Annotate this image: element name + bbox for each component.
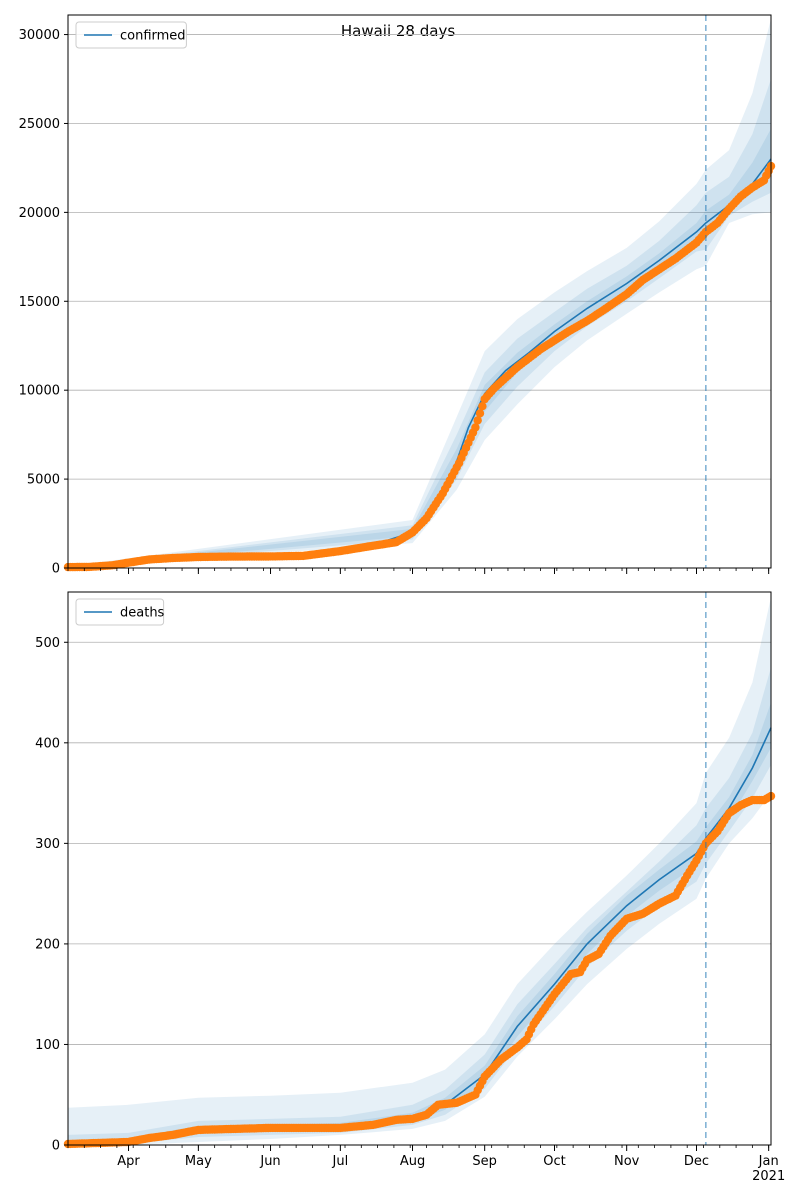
- x-tick-label: 2021: [752, 1169, 785, 1184]
- y-tick-label: 30000: [19, 28, 60, 43]
- y-tick-label: 100: [35, 1038, 60, 1053]
- y-tick-label: 20000: [19, 206, 60, 221]
- axes-frame: [67, 591, 772, 1146]
- figure-title: Hawaii 28 days: [341, 22, 455, 40]
- legend: deaths: [75, 598, 165, 626]
- y-tick-label: 5000: [27, 473, 60, 488]
- observed-point: [475, 409, 485, 418]
- chart-deaths: 0 100 200 300 400 500 Apr May Jun Jul Aug Sep Oct Nov…: [35, 591, 785, 1184]
- y-tick-label: 400: [35, 736, 60, 751]
- x-tick-label: Jan: [758, 1154, 779, 1169]
- y-tick-label: 300: [35, 837, 60, 852]
- axes-frame: [67, 14, 772, 569]
- y-tick-label: 10000: [19, 384, 60, 399]
- x-tick-label: Sep: [472, 1154, 497, 1169]
- observed-point: [478, 402, 487, 411]
- y-tick-label: 0: [52, 562, 60, 577]
- chart-confirmed: 0 5000 10000 15000 20000 25000 30000 confirmed: [19, 14, 776, 577]
- uncertainty-band-middle: [68, 667, 771, 1145]
- y-tick-label: 15000: [19, 295, 60, 310]
- observed-point: [471, 423, 480, 432]
- y-tick-label: 25000: [19, 117, 60, 132]
- y-tick-label: 0: [52, 1139, 60, 1154]
- legend-label: deaths: [120, 606, 165, 621]
- x-tick-label: Oct: [543, 1154, 565, 1169]
- x-tick-label: Nov: [614, 1154, 640, 1169]
- x-tick-label: Apr: [117, 1154, 140, 1169]
- x-tick-label: Jul: [332, 1154, 349, 1169]
- observed-point: [473, 416, 482, 425]
- x-tick-label: May: [185, 1154, 212, 1169]
- y-tick-label: 500: [35, 636, 60, 651]
- x-tick-label: Aug: [400, 1154, 425, 1169]
- legend: confirmed: [75, 21, 187, 49]
- y-tick-label: 200: [35, 937, 60, 952]
- legend-label: confirmed: [120, 29, 186, 44]
- legend-box: [75, 598, 165, 626]
- x-tick-label: Jun: [259, 1154, 280, 1169]
- x-tick-label: Dec: [684, 1154, 709, 1169]
- legend-box: [75, 21, 187, 49]
